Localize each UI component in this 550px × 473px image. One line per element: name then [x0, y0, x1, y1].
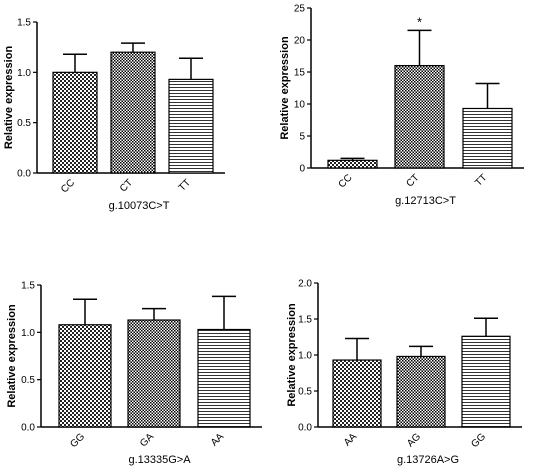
bar-cc — [52, 71, 98, 174]
bar-cc — [327, 159, 378, 169]
x-tick-label: TT — [473, 172, 489, 188]
x-tick-label: GA — [138, 431, 156, 449]
y-tick-label: 0.5 — [298, 387, 312, 398]
chart-panel-4: 0.0 0.5 1.0 1.5 2.0 Relative expression AA AG GG… — [286, 279, 522, 466]
error-bar — [63, 53, 87, 73]
x-tick-label: CC — [59, 177, 77, 195]
error-bar — [212, 295, 236, 330]
error-bar — [407, 29, 432, 66]
x-axis-label: g.10073C>T — [109, 200, 170, 212]
x-tick-label: AA — [342, 431, 359, 448]
bar-gg — [58, 324, 112, 428]
x-axis-label: g.13335G>A — [128, 454, 191, 466]
chart-panel-2: 0 5 10 15 20 25 Relative expression CC * CT TT g.12… — [279, 4, 524, 207]
y-tick-label: 5 — [299, 132, 305, 143]
y-axis-label: Relative expression — [279, 36, 291, 140]
y-axis-label: Relative expression — [3, 46, 15, 150]
x-tick-label: GG — [68, 431, 87, 450]
bar-aa — [332, 359, 382, 428]
x-axis-label: g.12713C>T — [395, 195, 456, 207]
y-tick-label: 1.5 — [21, 281, 35, 292]
chart-panel-3: 0.0 0.5 1.0 1.5 Relative expression GG GA AA g.1… — [6, 281, 262, 466]
y-tick-label: 10 — [294, 100, 306, 111]
error-bar — [340, 157, 365, 161]
error-bar — [142, 307, 166, 321]
error-bar — [475, 82, 500, 109]
y-tick-label: 0.0 — [298, 423, 312, 434]
bar-gg — [461, 335, 511, 428]
bar-aa — [197, 328, 251, 428]
error-bar — [179, 57, 203, 80]
error-bar — [345, 337, 369, 361]
y-tick-label: 1.0 — [17, 68, 31, 79]
error-bar — [474, 317, 498, 337]
significance-marker: * — [417, 14, 422, 29]
y-axis-label: Relative expression — [6, 304, 18, 408]
y-tick-label: 0.0 — [17, 169, 31, 180]
bar-ag — [396, 355, 446, 428]
bar-tt — [168, 78, 214, 174]
y-tick-label: 1.0 — [21, 328, 35, 339]
y-tick-label: 0.5 — [17, 118, 31, 129]
x-tick-label: AA — [209, 431, 226, 448]
x-tick-label: TT — [177, 177, 193, 193]
error-bar — [73, 298, 97, 325]
y-tick-label: 20 — [294, 36, 306, 47]
bar-ct — [394, 64, 445, 169]
bar-ct — [110, 51, 156, 174]
x-tick-label: CC — [337, 172, 355, 190]
y-tick-label: 0.0 — [21, 423, 35, 434]
y-tick-label: 0 — [299, 164, 305, 175]
bar-tt — [462, 107, 513, 169]
x-tick-label: CT — [118, 177, 135, 194]
x-axis-label: g.13726A>G — [397, 454, 459, 466]
y-tick-label: 2.0 — [298, 279, 312, 290]
y-tick-label: 1.0 — [298, 351, 312, 362]
chart-panel-1: 0.0 0.5 1.0 1.5 Relative expression CC CT TT g.1… — [3, 18, 225, 212]
x-tick-label: AG — [405, 431, 423, 449]
error-bar — [121, 42, 145, 53]
y-tick-label: 15 — [294, 68, 306, 79]
bar-ga — [127, 319, 181, 428]
x-tick-label: CT — [404, 172, 421, 189]
y-tick-label: 1.5 — [17, 18, 31, 29]
x-tick-label: GG — [469, 431, 488, 450]
y-axis-label: Relative expression — [286, 303, 298, 407]
error-bar — [409, 345, 433, 357]
y-tick-label: 1.5 — [298, 315, 312, 326]
y-tick-label: 25 — [294, 4, 306, 15]
y-tick-label: 0.5 — [21, 375, 35, 386]
